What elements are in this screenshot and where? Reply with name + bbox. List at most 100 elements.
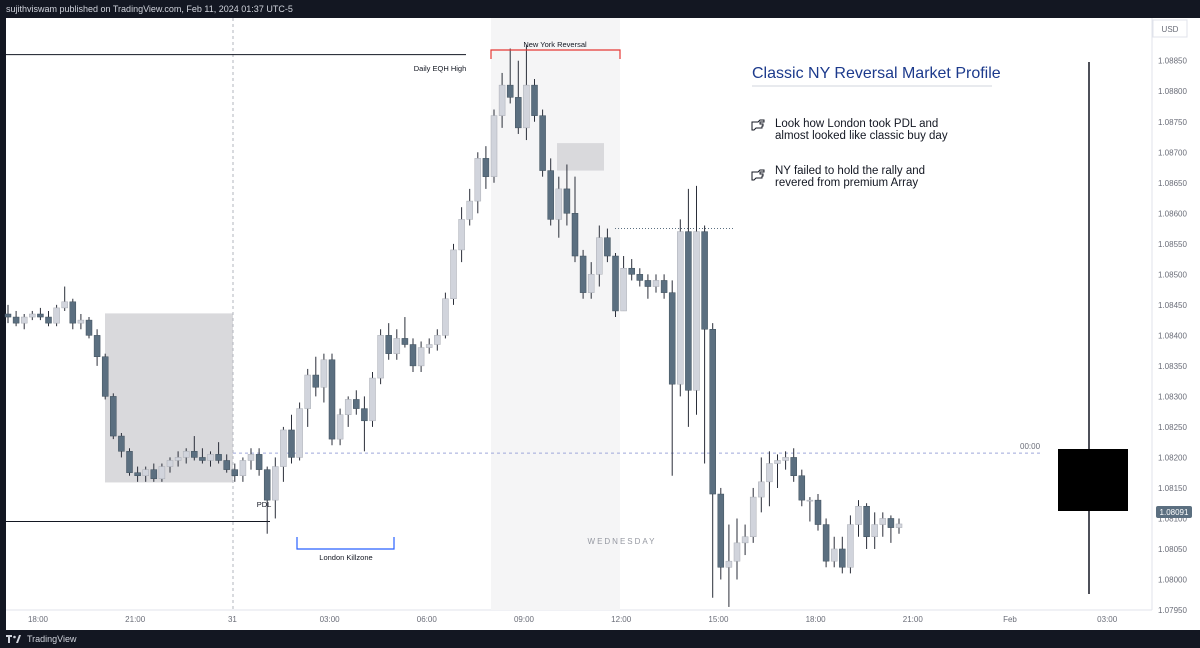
candle-body: [571, 213, 579, 257]
candle-body: [231, 469, 239, 476]
candle-body: [458, 219, 465, 251]
candle-body: [515, 97, 522, 129]
candle-body: [895, 523, 903, 528]
candle-body: [547, 170, 554, 220]
candle-body: [887, 518, 895, 528]
candle-body: [442, 298, 449, 336]
new-york-session-zone: [491, 18, 620, 610]
candle-body: [166, 460, 174, 467]
x-tick-label: 21:00: [125, 615, 146, 624]
candle-body: [12, 316, 20, 324]
candle-body: [652, 280, 660, 287]
london-killzone-bracket: [296, 537, 395, 550]
footer-brand: TradingView: [27, 634, 77, 644]
text-box-title: Classic NY Reversal Market Profile: [752, 65, 1001, 82]
y-tick-label: 1.08100: [1158, 514, 1187, 523]
x-tick-label: 18:00: [28, 615, 49, 624]
candle-body: [110, 396, 117, 437]
y-tick-label: 1.07950: [1158, 606, 1187, 615]
candle-body: [798, 475, 806, 501]
candle-body: [482, 158, 490, 177]
candle-body: [304, 374, 311, 409]
bullet-1-line-2: almost looked like classic buy day: [775, 130, 948, 142]
x-tick-label: 03:00: [320, 615, 341, 624]
x-tick-label: 31: [228, 615, 237, 624]
candle-body: [628, 267, 635, 275]
daily-eqh-label: Daily EQH High: [414, 64, 467, 73]
candle-body: [587, 274, 595, 293]
level-lines: [6, 18, 1040, 610]
candle-body: [531, 84, 538, 116]
candle-body: [579, 255, 587, 293]
candle-body: [474, 158, 482, 202]
candle-body: [142, 469, 149, 476]
premium-array-box: [557, 143, 604, 171]
candle-body: [312, 374, 320, 388]
y-tick-label: 1.08350: [1158, 362, 1187, 371]
price-chart[interactable]: 1.089001.088501.088001.087501.087001.086…: [0, 18, 1200, 630]
publisher-header: sujithviswam published on TradingView.co…: [0, 0, 1200, 18]
axis-labels-layer: 1.089001.088501.088001.087501.087001.086…: [28, 26, 1187, 624]
x-tick-label: 03:00: [1097, 615, 1118, 624]
candle-body: [223, 460, 230, 470]
last-price-tag[interactable]: [1156, 506, 1192, 518]
time-axis[interactable]: [6, 610, 1200, 630]
y-tick-label: 1.08400: [1158, 331, 1187, 340]
candle-body: [344, 399, 352, 415]
candle-body: [620, 267, 627, 312]
y-tick-label: 1.08150: [1158, 484, 1187, 493]
candle-body: [93, 335, 101, 357]
annotation-layer: [296, 49, 621, 550]
candle-body: [701, 231, 708, 330]
pointing-hand-icon: [751, 119, 765, 131]
tradingview-logo-icon: [6, 634, 22, 644]
x-tick-label: 15:00: [708, 615, 729, 624]
candle-body: [879, 518, 887, 525]
y-tick-label: 1.08000: [1158, 575, 1187, 584]
candle-body: [749, 496, 757, 538]
london-range-box: [105, 313, 233, 483]
candle-body: [709, 329, 716, 495]
candle-body: [353, 399, 360, 409]
candle-body: [263, 469, 271, 501]
candle-body: [69, 301, 77, 324]
y-tick-label: 1.08200: [1158, 453, 1187, 462]
candle-body: [369, 377, 376, 422]
candle-body: [830, 548, 838, 562]
candle-body: [693, 231, 700, 391]
candle-body: [247, 454, 255, 461]
candle-body: [328, 359, 336, 440]
y-tick-label: 1.08850: [1158, 57, 1187, 66]
candle-body: [280, 429, 287, 467]
candle-body: [215, 454, 222, 461]
currency-box[interactable]: [1152, 19, 1188, 38]
candle-body: [668, 292, 676, 385]
candle-body: [490, 115, 498, 177]
candle-body: [361, 408, 368, 422]
candle-body: [45, 316, 52, 324]
candle-body: [855, 505, 862, 525]
y-tick-label: 1.08700: [1158, 148, 1187, 157]
candle-body: [20, 316, 28, 324]
y-tick-label: 1.08550: [1158, 240, 1187, 249]
bullet-2-line-2: revered from premium Array: [775, 177, 918, 189]
candle-body: [871, 524, 878, 538]
candle-body: [685, 231, 692, 391]
candle-body: [37, 313, 44, 318]
candle-body: [61, 301, 68, 309]
candle-body: [725, 560, 733, 568]
publisher-line: sujithviswam published on TradingView.co…: [6, 4, 293, 14]
candle-body: [677, 231, 684, 385]
candle-body: [733, 542, 741, 562]
candle-body: [863, 505, 870, 538]
candle-body: [191, 451, 198, 458]
candle-body: [596, 237, 603, 275]
candle-body: [417, 347, 425, 367]
y-tick-label: 1.08800: [1158, 87, 1187, 96]
candle-body: [822, 524, 830, 562]
y-tick-label: 1.08750: [1158, 118, 1187, 127]
candle-body: [717, 493, 725, 568]
candle-body: [523, 84, 530, 129]
bullet-2-line-1: NY failed to hold the rally and: [775, 165, 925, 177]
